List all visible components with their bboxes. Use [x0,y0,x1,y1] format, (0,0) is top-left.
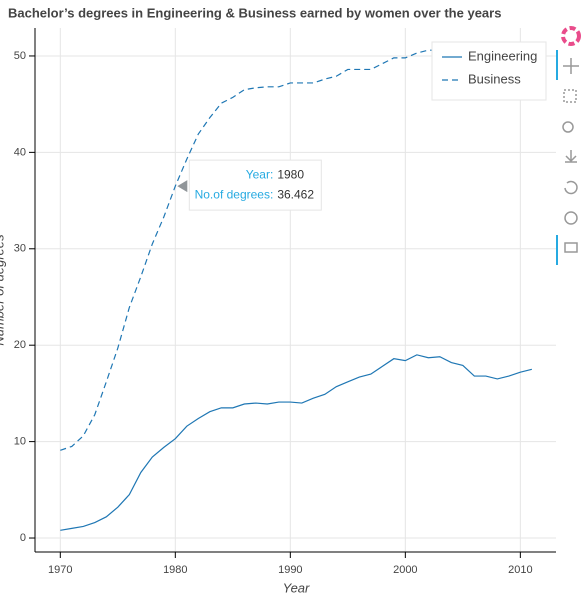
x-axis-label: Year [283,580,310,595]
tooltip-arrow [177,180,188,193]
y-tick-label: 30 [14,243,26,255]
help-tool[interactable] [564,211,578,225]
hover-tool[interactable] [564,242,578,253]
plot-area: 0 10 20 30 40 50 1970 1980 1990 2000 2010 Engineeri… [14,28,556,576]
x-tick-label: 1970 [48,564,72,576]
x-tick-label: 1990 [278,564,302,576]
legend-box [431,41,547,101]
series-line [60,354,532,531]
box-zoom-tool[interactable] [563,89,577,103]
tooltip-key: No.of degrees: [195,187,274,201]
reset-tool[interactable] [564,180,578,195]
pan-tool[interactable] [563,58,579,74]
toolbar-active [556,235,558,265]
wheel-zoom-tool[interactable] [562,121,574,133]
tooltip-box [188,159,322,211]
toolbar [556,26,581,265]
legend-label: Engineering [468,48,537,63]
tooltip-key: Year: [246,167,274,181]
legend: Engineering Business [431,41,547,101]
x-tick-label: 2010 [508,564,532,576]
x-tick-label: 1980 [163,564,187,576]
bokeh-logo [561,26,581,46]
y-tick-label: 50 [14,50,26,62]
tooltip-value: 1980 [277,167,304,181]
y-tick-label: 10 [14,436,26,448]
x-tick-label: 2000 [393,564,417,576]
chart-title: Bachelor’s degrees in Engineering & Busi… [8,5,501,20]
y-axis-label: Number of degrees [0,234,6,346]
y-tick-label: 40 [14,146,26,158]
tooltip-value: 36.462 [277,187,314,201]
y-tick-label: 20 [14,339,26,351]
y-tick-label: 0 [20,532,26,544]
legend-label: Business [468,71,521,86]
toolbar-active [556,50,558,80]
series-line [60,49,532,451]
save-tool[interactable] [565,150,577,163]
